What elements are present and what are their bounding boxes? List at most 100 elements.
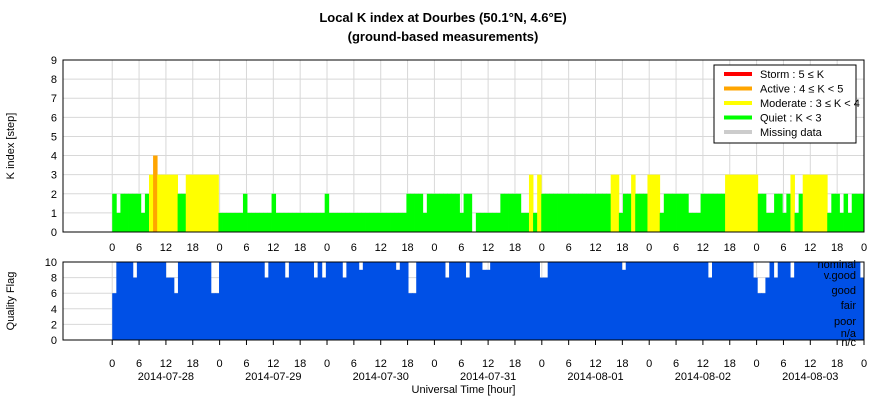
q-x-tick-label: 18 — [724, 358, 736, 370]
k-bar — [148, 174, 154, 232]
q-bar — [408, 293, 413, 340]
k-bar — [373, 212, 379, 232]
k-bar — [598, 193, 603, 232]
k-bar — [606, 193, 612, 232]
q-bar — [403, 262, 409, 340]
q-bar — [502, 262, 508, 340]
q-bar — [128, 262, 134, 340]
q-x-tick-label: 18 — [831, 358, 843, 370]
q-bar — [527, 262, 532, 340]
q-bar — [165, 277, 171, 340]
k-y-tick-label: 3 — [51, 170, 57, 182]
k-bar — [627, 193, 632, 232]
q-x-tick-label: 0 — [539, 358, 545, 370]
k-bar — [761, 193, 767, 232]
q-bar — [173, 293, 179, 340]
k-x-tick-label: 18 — [616, 242, 628, 254]
q-bar — [136, 262, 142, 340]
chart-subtitle: (ground-based measurements) — [347, 29, 539, 44]
q-bar — [683, 262, 688, 340]
q-bar — [190, 262, 195, 340]
q-bar — [264, 277, 269, 340]
k-bar — [206, 174, 211, 232]
k-bar — [353, 212, 358, 232]
q-bar — [560, 262, 565, 340]
q-bar — [777, 262, 783, 340]
q-x-tick-label: 12 — [482, 358, 494, 370]
k-bar — [831, 193, 836, 232]
title-block: Local K index at Dourbes (50.1°N, 4.6°E)… — [0, 8, 886, 46]
q-bar — [506, 262, 512, 340]
q-bar — [453, 262, 458, 340]
q-y-tick-label: 8 — [51, 273, 57, 285]
q-bar — [243, 262, 249, 340]
q-date-label: 2014-07-31 — [460, 371, 516, 383]
k-x-tick-label: 12 — [697, 242, 709, 254]
k-bar — [418, 193, 424, 232]
q-bar — [432, 262, 438, 340]
q-level-label: fair — [841, 300, 857, 312]
k-bar — [798, 193, 804, 232]
k-bar — [692, 212, 697, 232]
k-bar — [336, 212, 342, 232]
q-level-label: good — [832, 285, 856, 297]
q-date-label: 2014-08-02 — [675, 371, 731, 383]
q-bar — [761, 293, 766, 340]
k-bar — [827, 212, 832, 232]
k-bar — [635, 193, 640, 232]
k-x-tick-label: 18 — [509, 242, 521, 254]
k-bar — [120, 193, 125, 232]
q-bar — [790, 277, 795, 340]
q-level-label: n/a — [841, 328, 857, 340]
q-bar — [395, 269, 401, 340]
k-y-tick-label: 7 — [51, 93, 57, 105]
k-bar — [263, 212, 268, 232]
q-bar — [440, 262, 446, 340]
k-bar — [202, 174, 207, 232]
q-x-tick-label: 0 — [109, 358, 115, 370]
q-bar — [518, 262, 524, 340]
q-x-tick-label: 12 — [804, 358, 816, 370]
q-bar — [703, 262, 709, 340]
k-bar — [512, 193, 518, 232]
k-bar — [312, 212, 317, 232]
q-bar — [338, 262, 343, 340]
q-x-tick-label: 6 — [566, 358, 572, 370]
q-bar — [428, 262, 434, 340]
q-bar — [785, 262, 791, 340]
q-bar — [235, 262, 241, 340]
q-bar — [186, 262, 191, 340]
q-x-tick-label: 6 — [136, 358, 142, 370]
q-bar — [149, 262, 154, 340]
q-bar — [498, 262, 503, 340]
k-bar — [210, 174, 215, 232]
k-bar — [545, 193, 550, 232]
k-bar — [230, 212, 236, 232]
k-bar — [410, 193, 415, 232]
k-bar — [810, 174, 816, 232]
k-x-tick-label: 0 — [324, 242, 330, 254]
q-bar — [420, 262, 425, 340]
q-bar — [720, 262, 725, 340]
k-bar — [320, 212, 326, 232]
k-bar — [116, 212, 121, 232]
legend-label: Missing data — [760, 127, 823, 139]
q-bar — [157, 262, 163, 340]
k-bar — [757, 193, 763, 232]
k-x-tick-label: 18 — [294, 242, 306, 254]
q-y-axis-label: Quality Flag — [5, 272, 17, 331]
q-bar — [847, 262, 853, 340]
q-bar — [132, 277, 138, 340]
k-bar — [455, 193, 460, 232]
k-bar — [177, 193, 183, 232]
q-bar — [383, 262, 388, 340]
q-bar — [457, 262, 462, 340]
q-bar — [342, 277, 347, 340]
q-x-tick-label: 0 — [754, 358, 760, 370]
k-bar — [794, 212, 800, 232]
q-bar — [116, 262, 121, 340]
q-bar — [572, 262, 577, 340]
q-x-tick-label: 18 — [509, 358, 521, 370]
k-bar — [508, 193, 514, 232]
q-bar — [391, 262, 397, 340]
